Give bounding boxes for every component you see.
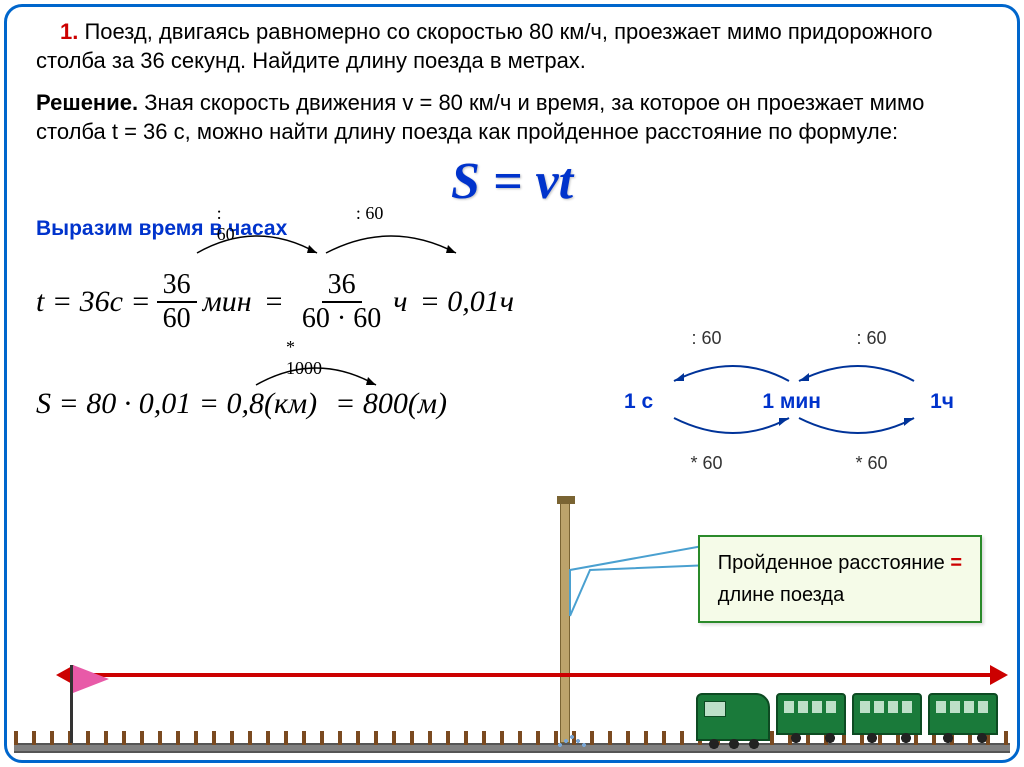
conv-bot-left: * 60 <box>690 453 722 474</box>
solution-paragraph: Решение. Зная скорость движения v = 80 к… <box>36 89 988 146</box>
frac-36-60: : 60 36 60 <box>157 271 197 333</box>
train-car <box>776 693 846 735</box>
dist-expr-wrap: * 1000 S = 80 · 0,01 = 0,8(км) <box>36 387 317 421</box>
subheading-time: Выразим время в часах <box>36 217 988 241</box>
time-lhs: t = 36c = <box>36 285 151 319</box>
frac2-num: 36 <box>322 271 362 303</box>
conv-bot-right: * 60 <box>855 453 887 474</box>
dist-expression: S = 80 · 0,01 = 0,8(км) <box>36 387 317 420</box>
arc3-label: * 1000 <box>286 337 322 379</box>
illustration-scene <box>0 647 1024 767</box>
arc2-label: : 60 <box>356 203 384 224</box>
railway-track <box>14 743 1010 753</box>
unit-min: мин <box>203 285 252 319</box>
solution-text: Зная скорость движения v = 80 км/ч и вре… <box>36 90 924 144</box>
train-car <box>852 693 922 735</box>
solution-label: Решение. <box>36 90 138 115</box>
problem-text: Поезд, двигаясь равномерно со скоростью … <box>36 19 932 73</box>
problem-number: 1. <box>60 19 78 44</box>
frac-36-3600: : 60 36 60 · 60 <box>296 271 387 333</box>
arc-arrow-2 <box>316 225 466 255</box>
dist-result: = 800(м) <box>335 387 447 421</box>
info-callout-box: Пройденное расстояние = длине поезда <box>698 535 982 623</box>
frac2-den: 60 · 60 <box>296 303 387 333</box>
main-formula: S = vt <box>36 152 988 211</box>
time-conversion-equation: t = 36c = : 60 36 60 мин = : 60 36 60 · … <box>36 271 988 333</box>
time-result: = 0,01ч <box>420 285 515 319</box>
start-flag <box>70 665 73 743</box>
locomotive <box>696 693 770 741</box>
info-line2: длине поезда <box>718 579 962 611</box>
problem-statement: 1. Поезд, двигаясь равномерно со скорост… <box>36 18 988 75</box>
unit-hour: ч <box>393 285 407 319</box>
frac1-num: 36 <box>157 271 197 303</box>
roadside-pole <box>560 503 570 743</box>
distance-equation: * 1000 S = 80 · 0,01 = 0,8(км) = 800(м) <box>36 387 988 421</box>
train <box>696 693 998 741</box>
info-red-equals: = <box>950 552 962 574</box>
frac1-den: 60 <box>157 303 197 333</box>
content-area: 1. Поезд, двигаясь равномерно со скорост… <box>0 0 1024 431</box>
arc-arrow-1 <box>187 225 327 255</box>
arc1-label: : 60 <box>217 203 235 245</box>
info-line1a: Пройденное расстояние <box>718 552 951 574</box>
train-car <box>928 693 998 735</box>
length-arrow <box>70 673 994 677</box>
eq1: = <box>264 285 284 319</box>
